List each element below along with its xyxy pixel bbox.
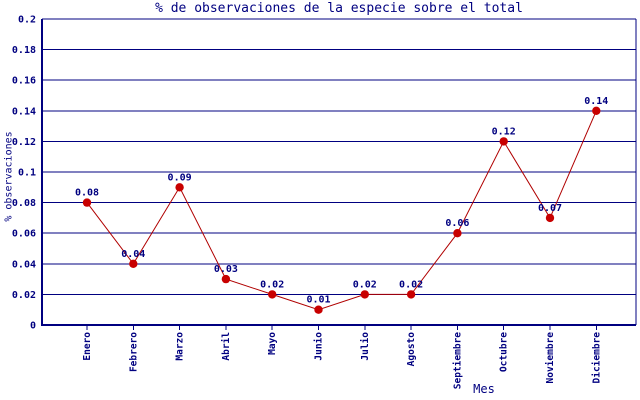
data-point <box>406 290 416 299</box>
data-point <box>82 198 92 207</box>
data-point <box>499 137 508 146</box>
data-point <box>268 290 277 299</box>
x-tick-label: Mayo <box>267 332 278 355</box>
data-point-label: 0.01 <box>306 295 330 306</box>
data-point-label: 0.04 <box>121 249 145 260</box>
y-tick-label: 0.04 <box>12 259 36 270</box>
data-point <box>360 290 369 299</box>
data-point <box>129 259 138 268</box>
data-point-label: 0.06 <box>445 218 469 229</box>
y-tick-label: 0.16 <box>12 76 36 87</box>
x-tick-label: Diciembre <box>591 332 602 384</box>
data-point <box>453 229 462 238</box>
data-point <box>221 274 231 284</box>
y-tick-label: 0.02 <box>12 290 36 301</box>
x-tick-label: Julio <box>360 332 371 361</box>
y-tick-label: 0.08 <box>12 198 36 209</box>
x-tick-label: Marzo <box>175 332 186 361</box>
data-point <box>175 183 184 192</box>
data-point <box>592 106 601 116</box>
y-tick-label: 0.18 <box>12 45 36 56</box>
x-tick-label: Septiembre <box>452 332 463 389</box>
y-tick-label: 0.06 <box>12 229 36 240</box>
data-point-label: 0.14 <box>584 96 608 107</box>
series-line <box>86 110 597 311</box>
data-point-label: 0.02 <box>260 279 284 290</box>
x-tick-label: Junio <box>314 332 325 361</box>
data-point <box>314 305 323 314</box>
x-tick-label: Noviembre <box>545 332 556 384</box>
x-tick-label: Febrero <box>128 332 139 372</box>
y-tick-label: 0.1 <box>18 168 36 179</box>
data-point-label: 0.02 <box>353 279 377 290</box>
x-tick-label: Agosto <box>406 332 417 367</box>
data-point-label: 0.02 <box>399 279 423 290</box>
data-point <box>545 213 555 223</box>
data-point-label: 0.03 <box>214 264 238 275</box>
x-axis-title: Mes <box>473 382 495 396</box>
data-point-label: 0.07 <box>538 203 562 214</box>
y-tick-label: 0.2 <box>18 15 36 26</box>
x-tick-label: Abril <box>221 332 232 361</box>
x-tick-label: Enero <box>82 332 93 361</box>
y-tick-label: 0.12 <box>12 137 36 148</box>
data-point-label: 0.12 <box>492 126 516 137</box>
y-tick-label: 0 <box>30 321 36 332</box>
data-point-label: 0.08 <box>75 188 99 199</box>
chart-title: % de observaciones de la especie sobre e… <box>155 1 523 16</box>
data-point-label: 0.09 <box>168 172 192 183</box>
x-tick-label: Octubre <box>499 332 510 372</box>
y-tick-label: 0.14 <box>12 106 36 117</box>
